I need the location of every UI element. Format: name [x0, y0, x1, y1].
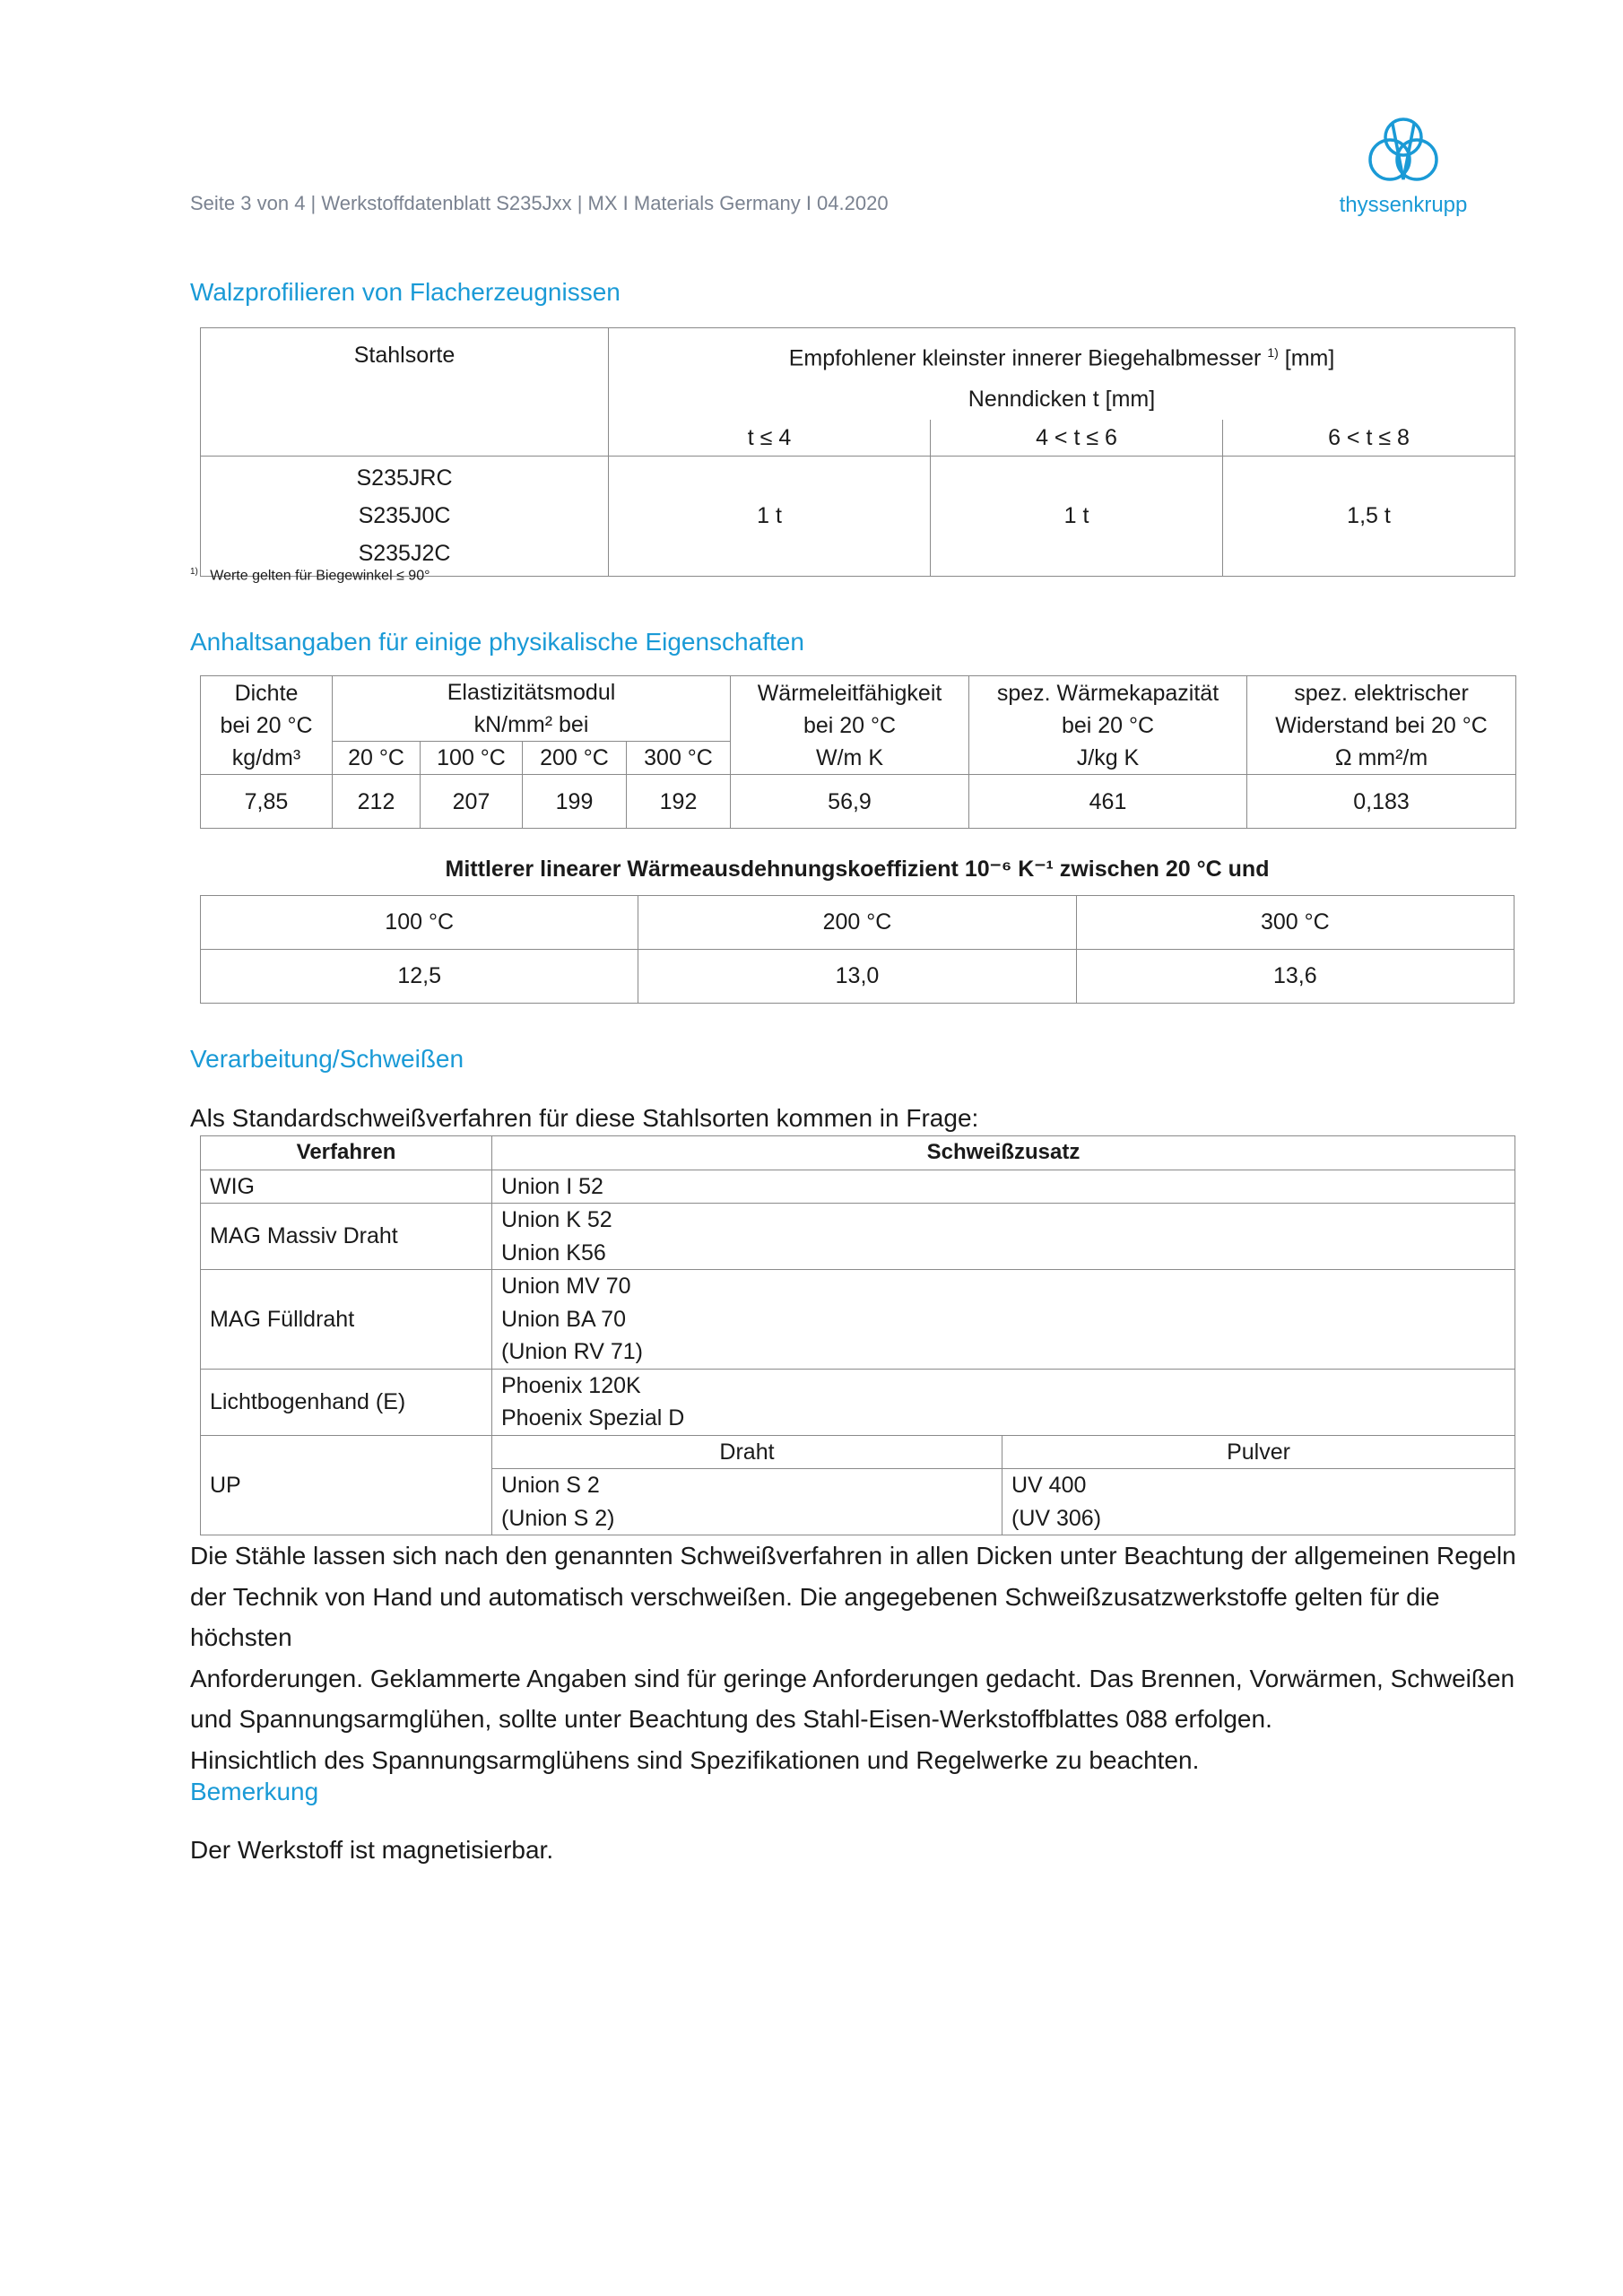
value-cell: 461: [968, 774, 1248, 829]
expansion-table: 100 °C 200 °C 300 °C 12,5 13,0 13,6: [199, 895, 1515, 1004]
powder-label: Pulver: [1002, 1434, 1515, 1469]
value-cell: 207: [420, 774, 523, 829]
thyssenkrupp-logo: thyssenkrupp: [1327, 115, 1480, 218]
logo-rings-icon: [1368, 117, 1438, 181]
physical-properties-table: Dichte bei 20 °C kg/dm³ Elastizitätsmodul k…: [200, 675, 1517, 829]
emod-temp: 200 °C: [522, 741, 627, 775]
emod-temp: 20 °C: [332, 741, 421, 775]
value-cell: 13,0: [638, 949, 1077, 1004]
emod-temp: 300 °C: [625, 741, 732, 775]
heatcap-header: spez. Wärmekapazität bei 20 °C J/kg K: [968, 675, 1248, 775]
grades-cell: S235JRC S235J0C S235J2C: [200, 455, 609, 577]
value-cell: 199: [522, 774, 627, 829]
filler-cell: Union I 52: [491, 1169, 1515, 1204]
col-bend-radius: Empfohlener kleinster innerer Biegehalbm…: [607, 327, 1516, 421]
nominal-thickness-label: Nenndicken t [mm]: [968, 387, 1156, 413]
conductivity-header: Wärmeleitfähigkeit bei 20 °C W/m K: [730, 675, 970, 775]
section-title-welding: Verarbeitung/Schweißen: [190, 1045, 464, 1073]
value-cell: 7,85: [200, 774, 333, 829]
temp-cell: 200 °C: [638, 895, 1077, 950]
process-cell: UP: [200, 1434, 492, 1535]
temp-cell: 100 °C: [199, 895, 639, 950]
col-stahlsorte: Stahlsorte: [200, 327, 609, 457]
section-title-physical: Anhaltsangaben für einige physikalische …: [190, 628, 804, 656]
value-cell: 13,6: [1075, 949, 1515, 1004]
bend-radius-table: Stahlsorte Empfohlener kleinster innerer…: [200, 327, 1516, 577]
resistivity-header: spez. elektrischer Widerstand bei 20 °C Ω …: [1246, 675, 1517, 775]
range-1: t ≤ 4: [608, 420, 931, 457]
range-2: 4 < t ≤ 6: [930, 420, 1223, 457]
value-cell: 212: [332, 774, 421, 829]
value-cell: 1 t: [930, 455, 1223, 577]
process-cell: MAG Fülldraht: [200, 1269, 492, 1370]
value-cell: 1,5 t: [1221, 455, 1516, 577]
section-title-walzprofilieren: Walzprofilieren von Flacherzeugnissen: [190, 278, 621, 306]
emod-header: Elastizitätsmodul kN/mm² bei: [331, 675, 732, 742]
density-header: Dichte bei 20 °C kg/dm³: [200, 675, 333, 775]
welding-paragraph: Die Stähle lassen sich nach den genannte…: [190, 1542, 1516, 1774]
wire-label: Draht: [491, 1434, 1002, 1469]
welding-intro: Als Standardschweißverfahren für diese S…: [190, 1104, 979, 1132]
powder-cell: UV 400 (UV 306): [1002, 1468, 1515, 1535]
filler-cell: Union MV 70 Union BA 70 (Union RV 71): [491, 1269, 1515, 1370]
value-cell: 12,5: [199, 949, 639, 1004]
col-verfahren: Verfahren: [200, 1135, 492, 1170]
temp-cell: 300 °C: [1075, 895, 1515, 950]
filler-cell: Phoenix 120K Phoenix Spezial D: [491, 1368, 1515, 1436]
filler-cell: Union K 52 Union K56: [491, 1203, 1515, 1270]
value-cell: 0,183: [1246, 774, 1517, 829]
value-cell: 1 t: [608, 455, 931, 577]
emod-temp: 100 °C: [420, 741, 523, 775]
section-title-bemerkung: Bemerkung: [190, 1778, 319, 1805]
col-schweisszusatz: Schweißzusatz: [491, 1135, 1515, 1170]
remark-text: Der Werkstoff ist magnetisierbar.: [190, 1836, 554, 1864]
process-cell: WIG: [200, 1169, 492, 1204]
process-cell: MAG Massiv Draht: [200, 1203, 492, 1270]
welding-table: Verfahren Schweißzusatz WIG Union I 52 MAG…: [200, 1135, 1515, 1535]
logo-text: thyssenkrupp: [1339, 193, 1468, 217]
footnote: 1) Werte gelten für Biegewinkel ≤ 90°: [190, 567, 430, 584]
value-cell: 56,9: [730, 774, 970, 829]
process-cell: Lichtbogenhand (E): [200, 1368, 492, 1436]
wire-cell: Union S 2 (Union S 2): [491, 1468, 1002, 1535]
range-3: 6 < t ≤ 8: [1221, 420, 1516, 457]
page-header: Seite 3 von 4 | Werkstoffdatenblatt S235…: [190, 192, 889, 214]
value-cell: 192: [625, 774, 732, 829]
expansion-caption: Mittlerer linearer Wärmeausdehnungskoeff…: [445, 857, 1270, 882]
